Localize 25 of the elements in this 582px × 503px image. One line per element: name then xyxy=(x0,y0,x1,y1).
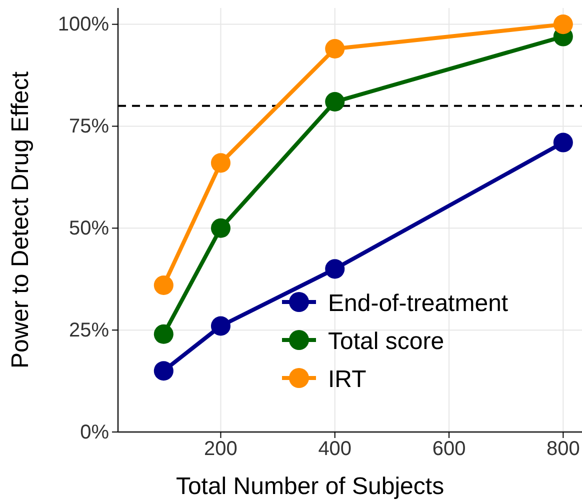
point xyxy=(154,324,174,344)
point xyxy=(553,132,573,152)
point xyxy=(210,153,231,173)
point xyxy=(210,218,231,238)
point xyxy=(325,259,345,279)
point xyxy=(210,316,231,336)
point xyxy=(325,92,345,112)
y-tick-label: 75% xyxy=(68,116,110,138)
y-axis-title: Power to Detect Drug Effect xyxy=(7,71,34,369)
x-tick-label: 800 xyxy=(546,438,580,460)
point xyxy=(325,39,345,59)
x-tick-label: 400 xyxy=(318,438,352,460)
y-tick-label: 0% xyxy=(80,421,110,444)
x-tick-label: 200 xyxy=(204,438,238,460)
y-tick-label: 50% xyxy=(68,218,110,240)
y-tick-label: 25% xyxy=(68,319,110,342)
point xyxy=(154,361,174,381)
legend-label: Total score xyxy=(328,328,444,355)
legend-label: End-of-treatment xyxy=(328,290,508,317)
x-axis-title: Total Number of Subjects xyxy=(176,473,444,500)
y-tick-label: 100% xyxy=(58,14,110,36)
legend-label: IRT xyxy=(328,366,367,393)
point xyxy=(553,14,573,34)
x-tick-label: 600 xyxy=(432,438,466,460)
point xyxy=(154,275,174,295)
